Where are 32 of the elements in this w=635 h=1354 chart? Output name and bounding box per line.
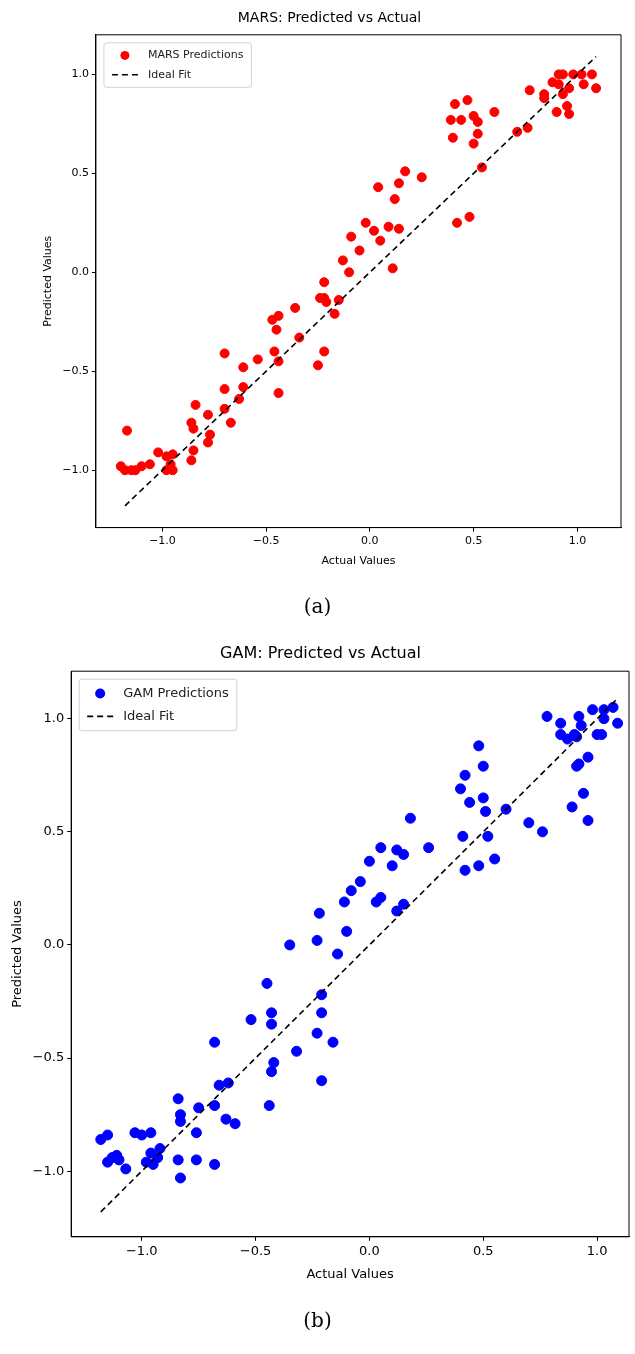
x-tick-label: 0.0: [361, 534, 379, 548]
y-tick-label: −1.0: [32, 1162, 65, 1178]
y-tick-label: 1.0: [43, 710, 65, 726]
x-tick-label: 0.5: [464, 534, 483, 548]
chart-title: GAM: Predicted vs Actual: [220, 642, 421, 662]
x-tick-label: 0.0: [359, 1242, 380, 1258]
y-tick-label: 0.5: [71, 166, 89, 180]
y-tick-label: 0.0: [43, 936, 65, 952]
y-tick-label: 0.0: [71, 265, 89, 279]
x-tick-label: −1.0: [148, 534, 176, 548]
legend-label: Ideal Fit: [123, 707, 175, 723]
x-tick-label: 0.5: [472, 1242, 494, 1258]
y-tick-label: 1.0: [71, 67, 89, 81]
legend-label: Ideal Fit: [147, 67, 192, 81]
y-tick-label: −0.5: [32, 1049, 65, 1065]
x-axis-title: Actual Values: [321, 554, 396, 568]
y-tick-label: 0.5: [43, 823, 65, 839]
y-tick-label: −1.0: [62, 463, 89, 477]
y-axis-title: Predicted Values: [41, 235, 55, 327]
chart-title: MARS: Predicted vs Actual: [237, 9, 422, 26]
x-tick-label: −1.0: [125, 1242, 158, 1258]
y-axis-title: Predicted Values: [9, 899, 25, 1008]
text: (a): [302, 593, 333, 620]
x-tick-label: −0.5: [252, 534, 280, 548]
x-tick-label: 1.0: [568, 534, 587, 548]
legend-label: MARS Predictions: [147, 48, 244, 62]
x-tick-label: 1.0: [586, 1242, 608, 1258]
x-axis-title: Actual Values: [306, 1265, 394, 1281]
x-tick-label: −0.5: [239, 1242, 272, 1258]
legend-label: GAM Predictions: [123, 684, 230, 700]
text: (b): [302, 1307, 333, 1334]
y-tick-label: −0.5: [62, 364, 89, 378]
